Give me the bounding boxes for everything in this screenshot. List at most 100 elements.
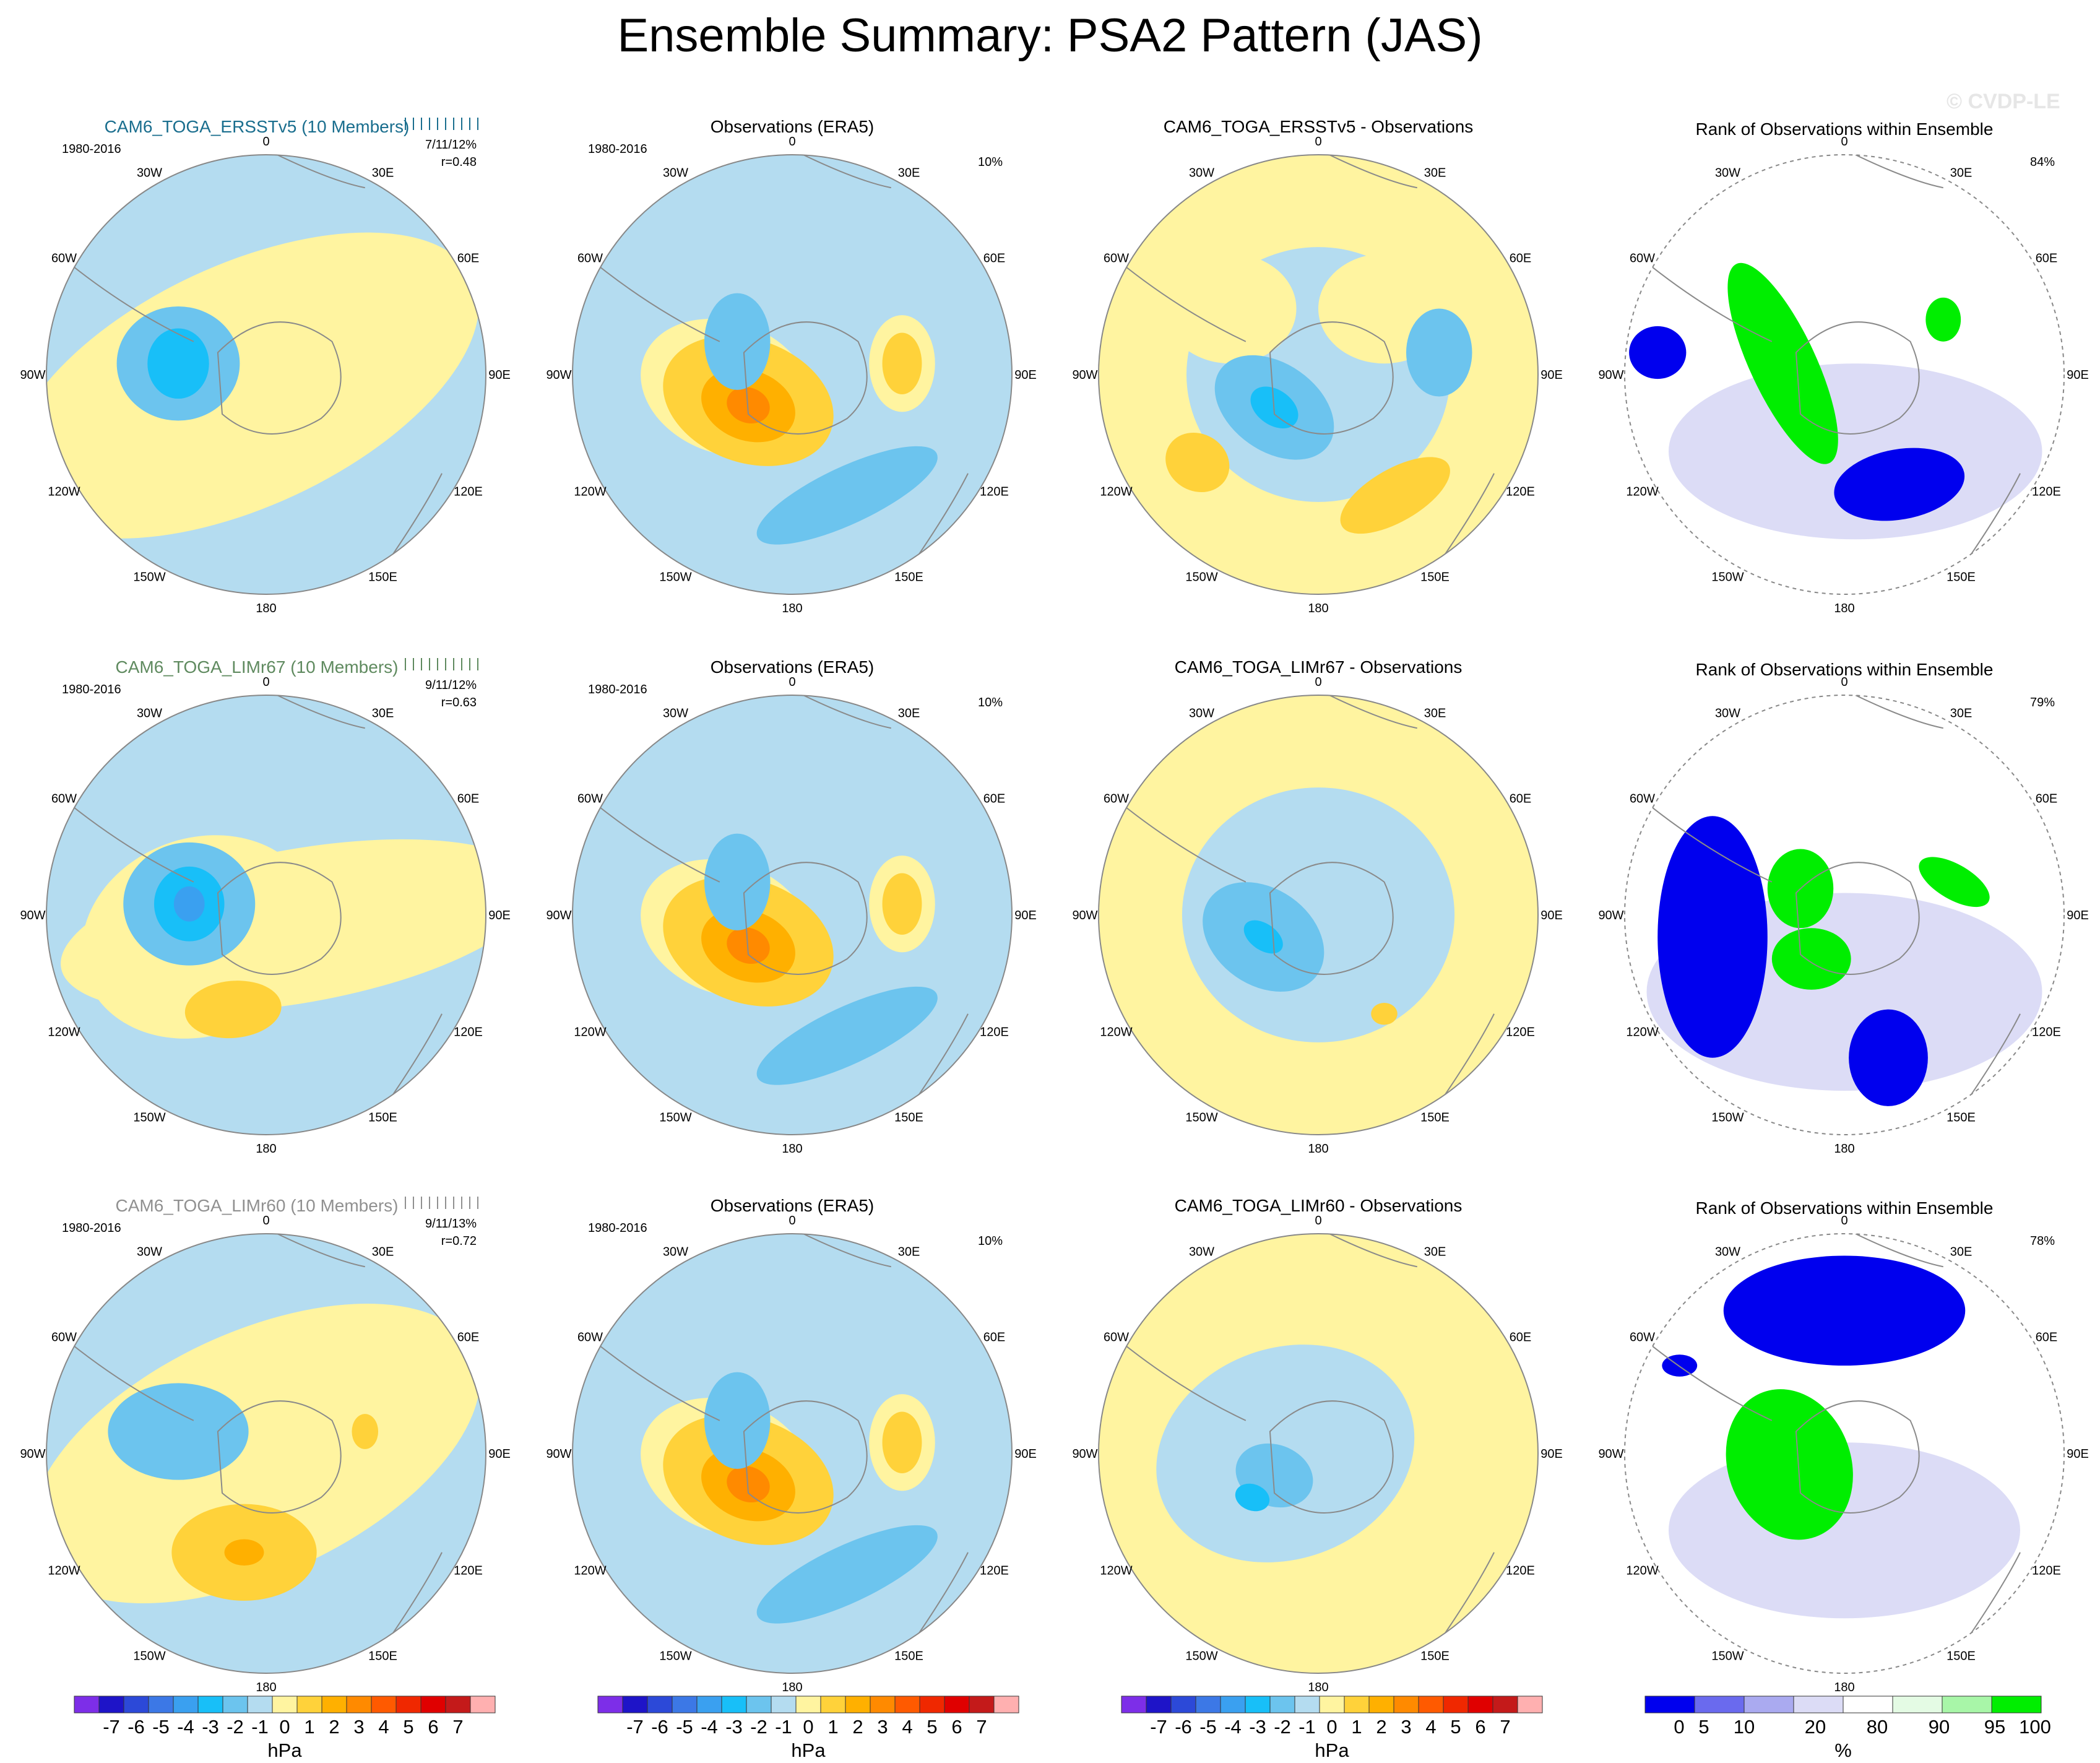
lon-label-lon-120e: 120E [980, 1026, 1009, 1039]
lon-label-lon-60w: 60W [1630, 252, 1655, 266]
field-layer [1625, 695, 2064, 1135]
colorbar-swatch [1368, 1696, 1394, 1713]
colorbar-swatch [98, 1696, 124, 1713]
lon-label-lon-90e: 90E [488, 368, 511, 382]
map-boundary [1098, 695, 1539, 1135]
field-contour [882, 1411, 922, 1473]
lon-label-lon-90w: 90W [1598, 909, 1623, 922]
lon-label-lon-120w: 120W [1626, 1564, 1658, 1578]
lon-label-lon-0: 0 [789, 135, 795, 149]
lon-label-lon-30e: 30E [1950, 1245, 1973, 1259]
field-contour [108, 1383, 249, 1480]
field-layer [1099, 1234, 1538, 1673]
lon-label-lon-60e: 60E [983, 792, 1006, 806]
obs-title: Observations (ERA5) [711, 1196, 875, 1215]
field-contour [1919, 857, 1990, 907]
colorbar-swatch [148, 1696, 174, 1713]
lon-label-lon-0: 0 [1841, 1214, 1847, 1228]
lon-label-lon-30w: 30W [1715, 1245, 1740, 1259]
field-contour [1629, 326, 1687, 379]
lon-label-lon-150w: 150W [133, 570, 165, 584]
lon-label-lon-120e: 120E [454, 1564, 483, 1578]
colorbar-tick-label: -7 [103, 1716, 120, 1738]
map-boundary [1098, 154, 1539, 595]
lon-label-lon-30e: 30E [898, 167, 920, 180]
lon-label-lon-30w: 30W [663, 1245, 688, 1259]
colorbar-unit-label: % [1834, 1739, 1852, 1761]
lon-label-lon-120w: 120W [1100, 1564, 1132, 1578]
map-boundary [1624, 154, 2065, 595]
lon-label-lon-30e: 30E [1424, 167, 1446, 180]
lon-label-lon-120w: 120W [1100, 485, 1132, 499]
lon-label-lon-90e: 90E [1540, 368, 1563, 382]
colorbar-tick-label: -3 [202, 1716, 219, 1738]
map-boundary [572, 1233, 1013, 1674]
lon-label-lon-150e: 150E [894, 1649, 923, 1663]
field-layer [1625, 1234, 2064, 1673]
lon-label-lon-90w: 90W [20, 368, 45, 382]
lon-label-lon-150e: 150E [1947, 1649, 1976, 1663]
lon-label-lon-180: 180 [256, 1142, 276, 1156]
colorbar-swatch [696, 1696, 722, 1713]
lon-label-lon-90w: 90W [1598, 368, 1623, 382]
map-boundary [572, 695, 1013, 1135]
diff-title: CAM6_TOGA_LIMr67 - Observations [1175, 657, 1463, 677]
lon-label-lon-150w: 150W [1185, 1111, 1217, 1124]
colorbar-swatch [919, 1696, 945, 1713]
lon-label-lon-30w: 30W [1189, 167, 1214, 180]
rank-pct-label: 79% [2030, 696, 2055, 709]
lon-label-lon-60w: 60W [1630, 1331, 1655, 1345]
colorbar-tick-label: 6 [951, 1716, 962, 1738]
colorbar-tick-label: -5 [676, 1716, 693, 1738]
field-contour [704, 293, 771, 390]
field-contour [1165, 432, 1230, 493]
lon-label-lon-30e: 30E [1424, 1245, 1446, 1259]
colorbar-tick-label: 0 [279, 1716, 290, 1738]
corr-label: r=0.72 [441, 1234, 477, 1248]
watermark: © CVDP-LE [1947, 90, 2060, 113]
colorbar-tick-label: 0 [1326, 1716, 1337, 1738]
antarctica-outline [1795, 321, 1920, 435]
colorbar-swatch [820, 1696, 846, 1713]
antarctica-outline [1269, 862, 1394, 975]
colorbar-swatch [1843, 1696, 1893, 1713]
lon-label-lon-120e: 120E [454, 1026, 483, 1039]
colorbar-unit-label: hPa [267, 1739, 302, 1761]
lon-label-lon-120e: 120E [454, 485, 483, 499]
colorbar-swatch [296, 1696, 322, 1713]
field-contour [224, 1539, 264, 1566]
colorbar-swatch [1269, 1696, 1295, 1713]
lon-label-lon-60e: 60E [457, 792, 480, 806]
lon-label-lon-120e: 120E [1506, 1564, 1535, 1578]
field-contour [882, 873, 922, 935]
lon-label-lon-120w: 120W [1100, 1026, 1132, 1039]
lon-label-lon-120w: 120W [574, 1564, 606, 1578]
lon-label-lon-60w: 60W [577, 252, 603, 266]
colorbar-swatch [123, 1696, 149, 1713]
lon-label-lon-60w: 60W [1104, 1331, 1129, 1345]
map-panel-model-2: 0 30E 60E 90E 120E 150E 180 150W 120W 90W 60W 30W [20, 675, 510, 1156]
lon-label-lon-30w: 30W [1189, 1245, 1214, 1259]
lon-label-lon-120e: 120E [2032, 1564, 2061, 1578]
colorbar-tick-label: 6 [428, 1716, 438, 1738]
colorbar-swatch [944, 1696, 970, 1713]
field-contour [882, 332, 922, 394]
field-contour [46, 232, 479, 539]
lon-label-lon-0: 0 [789, 1214, 795, 1228]
lon-label-lon-150w: 150W [133, 1111, 165, 1124]
colorbar-swatch [1319, 1696, 1345, 1713]
lon-label-lon-180: 180 [256, 602, 276, 615]
lon-label-lon-0: 0 [1841, 135, 1847, 149]
field-layer [46, 155, 486, 594]
field-contour [1723, 1255, 1966, 1366]
colorbar-tick-label: 80 [1867, 1716, 1888, 1738]
lon-label-lon-60e: 60E [983, 252, 1006, 266]
antarctica-outline [217, 862, 342, 975]
lon-label-lon-60e: 60E [1510, 792, 1532, 806]
period-label: 1980-2016 [62, 1221, 121, 1235]
antarctica-outline [1795, 1400, 1920, 1514]
map-boundary [46, 154, 486, 595]
colorbar-tick-label: 1 [304, 1716, 314, 1738]
colorbar-tick-label: 4 [378, 1716, 389, 1738]
